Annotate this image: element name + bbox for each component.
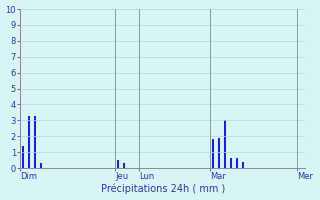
Bar <box>22 146 24 168</box>
Bar <box>236 158 238 168</box>
Bar <box>212 139 214 168</box>
Bar <box>224 120 226 168</box>
Bar <box>117 160 119 168</box>
Bar <box>40 163 42 168</box>
Bar <box>123 163 125 168</box>
Bar <box>28 116 30 168</box>
Bar <box>230 158 232 168</box>
Bar <box>242 162 244 168</box>
Bar <box>34 116 36 168</box>
X-axis label: Précipitations 24h ( mm ): Précipitations 24h ( mm ) <box>101 184 225 194</box>
Bar <box>218 138 220 168</box>
